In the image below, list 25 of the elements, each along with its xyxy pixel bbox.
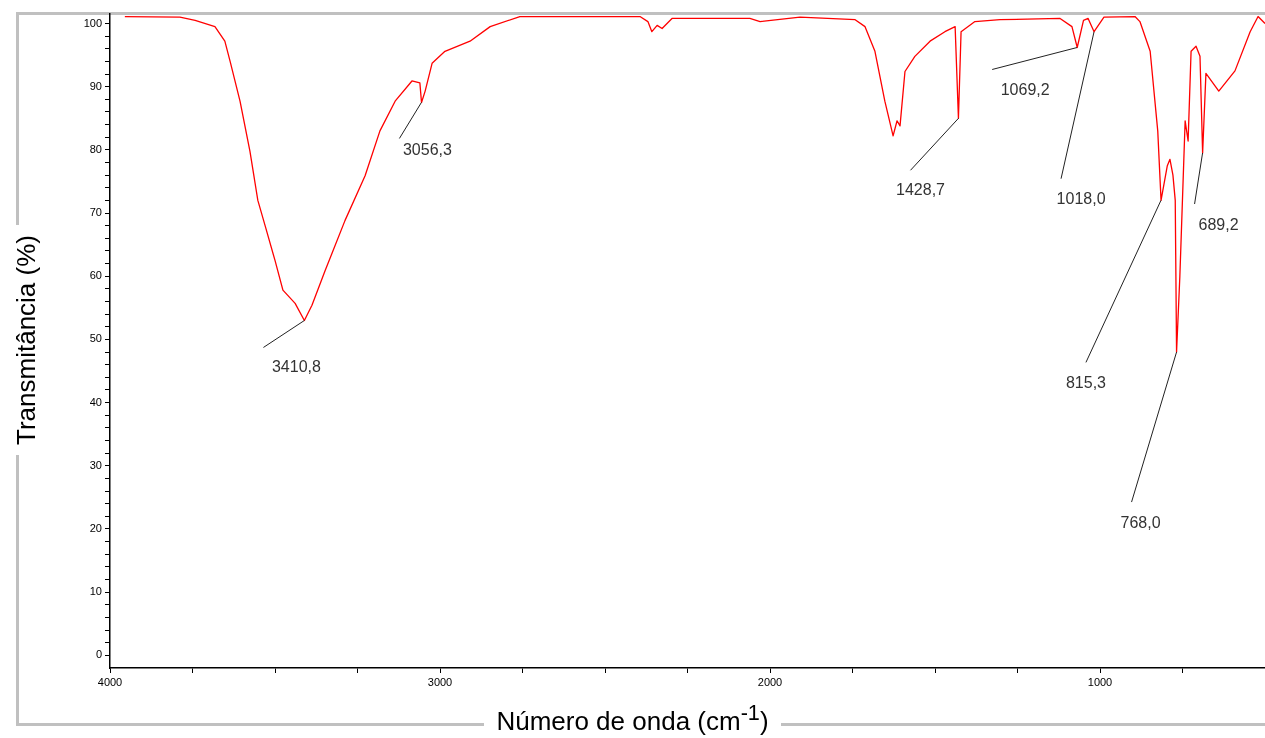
- x-axis-title: Número de onda (cm$^{-1}$): [495, 700, 770, 736]
- y-tick-label: 70: [89, 206, 102, 219]
- y-tick-label: 40: [89, 395, 102, 408]
- y-tick-label: 50: [89, 332, 102, 345]
- y-tick-label: 10: [89, 585, 102, 598]
- annotation: 689,2: [1198, 216, 1239, 234]
- y-tick-label: 100: [83, 16, 102, 29]
- x-tick-label: 1000: [1087, 675, 1113, 688]
- x-tick-label: 2000: [757, 675, 783, 688]
- x-tick-label: 4000: [97, 675, 123, 688]
- y-tick-label: 80: [89, 142, 102, 155]
- y-tick-label: 20: [89, 522, 102, 535]
- annotation: 768,0: [1120, 514, 1161, 532]
- annotation: 1428,7: [896, 180, 946, 198]
- annotation: 3056,3: [402, 140, 452, 158]
- annotation: 3410,8: [271, 357, 322, 375]
- annotation: 1069,2: [1000, 80, 1050, 98]
- y-tick-label: 60: [89, 269, 102, 282]
- annotation: 815,3: [1065, 373, 1107, 391]
- y-axis-title: Transmitância (%): [10, 225, 42, 455]
- annotation: 1018,0: [1056, 190, 1106, 208]
- y-tick-label: 0: [95, 648, 102, 661]
- y-tick-label: 90: [89, 79, 102, 92]
- y-tick-label: 30: [89, 458, 102, 471]
- x-tick-label: 3000: [427, 675, 453, 688]
